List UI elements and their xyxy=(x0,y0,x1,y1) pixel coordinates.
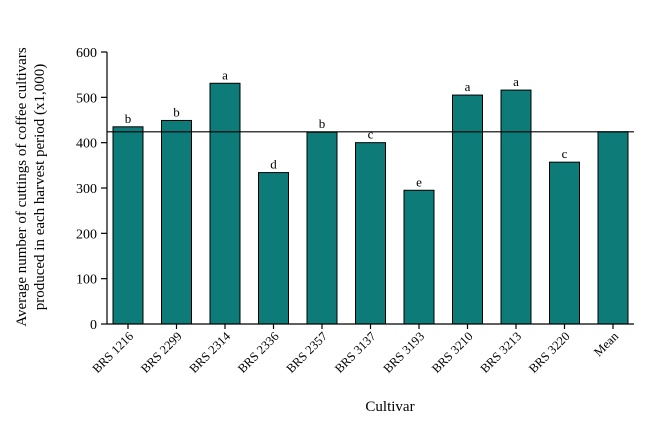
bar xyxy=(597,131,629,325)
data-label: b xyxy=(319,116,326,131)
bar xyxy=(452,94,483,325)
data-labels: b b a d b c e a a c xyxy=(125,67,568,189)
x-axis-title: Cultivar xyxy=(365,399,414,415)
bar xyxy=(403,189,435,325)
x-tick-label: BRS 2336 xyxy=(235,329,282,376)
data-label: c xyxy=(368,127,374,142)
y-tick-label: 300 xyxy=(76,182,97,197)
data-label: a xyxy=(465,79,471,94)
data-label: a xyxy=(513,74,519,89)
bar xyxy=(258,172,289,325)
bar xyxy=(500,89,532,325)
y-tick-label: 200 xyxy=(76,227,97,242)
x-tick-label: BRS 2299 xyxy=(138,329,185,376)
x-tick-label: BRS 2314 xyxy=(187,329,234,376)
y-axis-title-line-1: Average number of cuttings of coffee cul… xyxy=(14,47,30,327)
bar xyxy=(306,131,338,325)
data-label: d xyxy=(270,157,277,172)
y-tick-label: 0 xyxy=(90,318,97,333)
x-axis-ticks: BRS 1216 BRS 2299 BRS 2314 BRS 2336 BRS 2357… xyxy=(90,324,622,376)
data-label: e xyxy=(416,174,422,189)
x-tick-label: BRS 2357 xyxy=(284,329,331,376)
data-label: a xyxy=(222,67,228,82)
y-tick-label: 600 xyxy=(76,46,97,61)
bar xyxy=(355,142,386,325)
x-tick-label: BRS 3137 xyxy=(332,329,379,376)
data-label: c xyxy=(562,146,568,161)
y-axis-ticks: 0 100 200 300 400 500 600 xyxy=(76,46,107,333)
x-tick-label: BRS 3193 xyxy=(381,329,428,376)
bar xyxy=(549,161,580,325)
bars xyxy=(112,82,629,325)
data-label: b xyxy=(173,104,180,119)
y-axis-title: Average number of cuttings of coffee cul… xyxy=(14,47,48,327)
bar xyxy=(112,126,144,325)
bar xyxy=(209,82,241,325)
y-tick-label: 500 xyxy=(76,91,97,106)
x-tick-label: BRS 3220 xyxy=(526,329,573,376)
x-tick-label: Mean xyxy=(591,329,622,360)
bar xyxy=(161,119,192,325)
x-tick-label: BRS 3213 xyxy=(478,329,525,376)
y-tick-label: 100 xyxy=(76,273,97,288)
data-label: b xyxy=(125,111,132,126)
y-axis-title-line-2: produced in each harvest period (x1,000) xyxy=(32,64,48,311)
y-tick-label: 400 xyxy=(76,137,97,152)
x-tick-label: BRS 1216 xyxy=(90,329,137,376)
x-tick-label: BRS 3210 xyxy=(429,329,476,376)
